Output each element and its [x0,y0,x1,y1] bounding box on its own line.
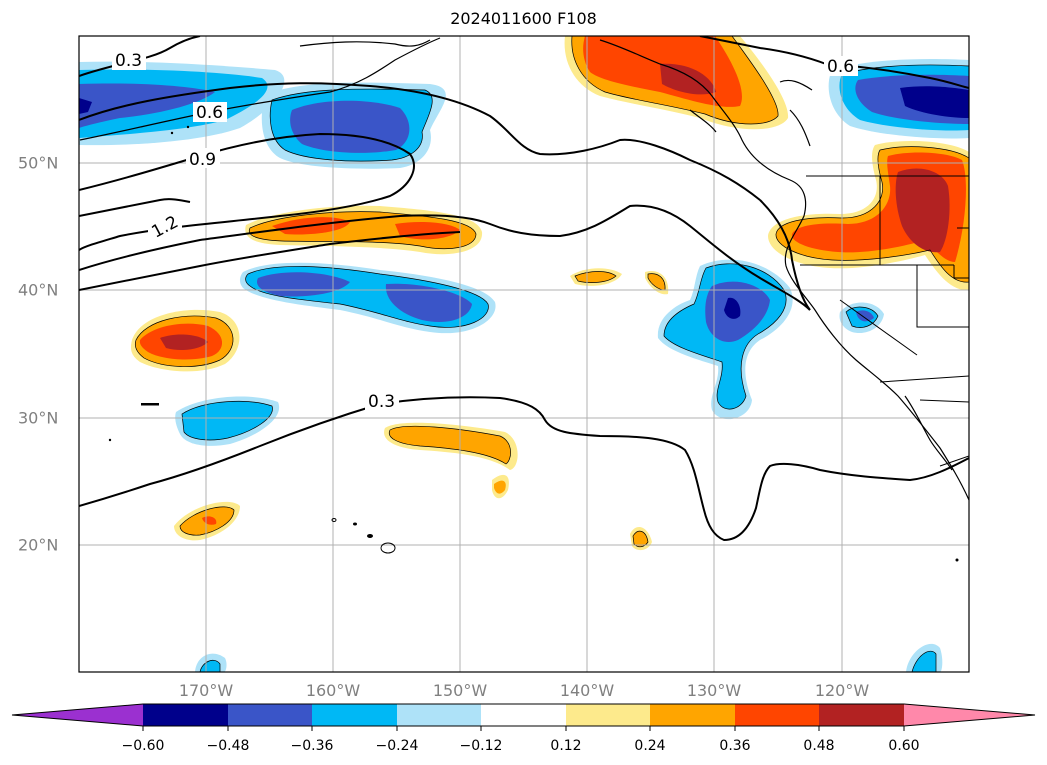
lon-tick-label: 170°W [178,681,234,700]
colorbar-tick-label: 0.24 [634,738,666,754]
colorbar-tick-label: 0.48 [803,738,835,754]
colorbar-bin [735,704,819,726]
colorbar-tick-label: −0.12 [459,738,503,754]
political-borders [800,175,969,467]
colorbar-bin [228,704,312,726]
map-title: 2024011600 F108 [450,9,597,28]
plot-frame [78,35,970,673]
colorbar-tick-label: 0.12 [550,738,582,754]
colorbar-bin [819,704,904,726]
map-gridlines [79,36,969,672]
colorbar-tick-label: −0.24 [375,738,419,754]
colorbar-extend-max [904,704,1035,726]
contour-label: 0.6 [196,103,223,123]
lat-tick-label: 40°N [18,280,59,300]
colorbar-extend-min [12,704,143,726]
colorbar-tick-label: 0.60 [888,738,920,754]
colorbar-tick-label: 0.36 [719,738,751,754]
colorbar-bin [397,704,481,726]
colorbar-bin [566,704,650,726]
colorbar-bin [481,704,566,726]
colorbar-bin [143,704,228,726]
contour-label: 0.3 [368,392,395,412]
contour-label: 0.6 [827,57,854,77]
colorbar-tick-label: −0.48 [206,738,250,754]
contour-label: 0.9 [189,150,216,170]
contour-labels: 0.3 0.6 0.9 1.2 0.6 0.3 [112,50,858,412]
lon-tick-label: 120°W [814,681,870,700]
lat-tick-label: 20°N [18,535,59,555]
lat-tick-label: 50°N [18,153,59,173]
lon-tick-label: 150°W [432,681,488,700]
colorbar-tick-label: −0.36 [290,738,334,754]
map-plot-area: 0.3 0.6 0.9 1.2 0.6 0.3 [79,36,969,672]
anomaly-fill-layer [79,36,969,672]
colorbar-bin [650,704,735,726]
coastlines [79,37,969,501]
colorbar-bin [312,704,397,726]
lon-tick-label: 160°W [305,681,361,700]
lon-tick-label: 140°W [559,681,615,700]
islands [108,125,959,562]
anomaly-edge-layer [134,36,969,672]
colorbar-tick-label: −0.60 [121,738,165,754]
colorbar [11,703,1036,731]
lon-tick-label: 130°W [686,681,742,700]
contour-label: 0.3 [115,51,142,71]
lat-tick-label: 30°N [18,408,59,428]
